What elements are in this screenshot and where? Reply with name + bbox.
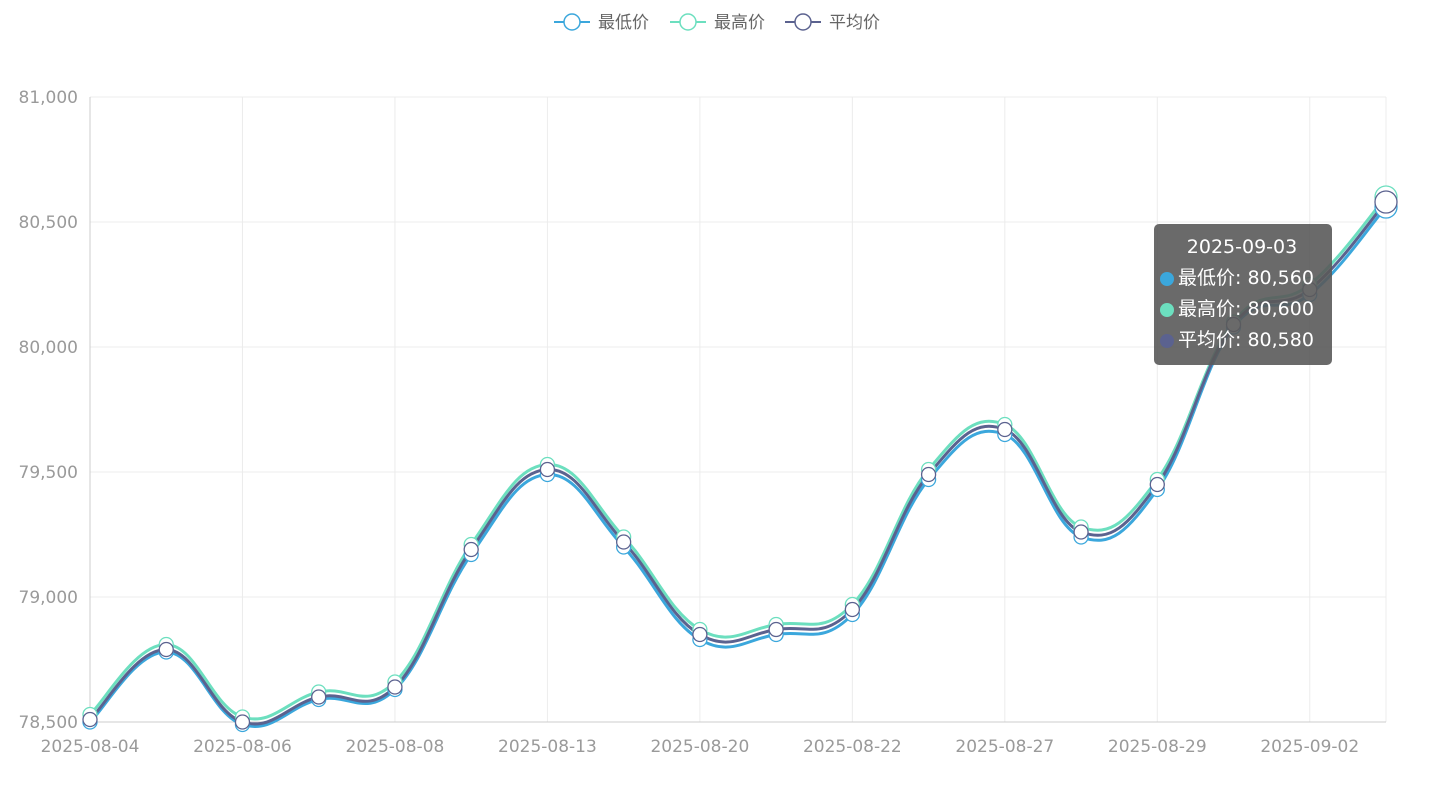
avg-point[interactable] bbox=[463, 541, 479, 558]
x-axis: 2025-08-04 2025-08-06 2025-08-08 2025-08-13… bbox=[41, 721, 1386, 757]
avg-point[interactable] bbox=[311, 689, 327, 705]
tooltip-low-name: 最低价 bbox=[1178, 267, 1236, 289]
tooltip-avg-name: 平均价 bbox=[1178, 329, 1236, 351]
x-tick-label: 2025-08-29 bbox=[1108, 737, 1207, 757]
avg-point[interactable] bbox=[1149, 476, 1165, 493]
y-tick-label: 79,000 bbox=[19, 588, 78, 608]
legend-label: 最高价 bbox=[714, 13, 765, 33]
y-tick-label: 81,000 bbox=[19, 88, 78, 108]
avg-point[interactable] bbox=[844, 601, 861, 618]
avg-point[interactable] bbox=[692, 626, 708, 643]
legend-circle-icon bbox=[679, 13, 697, 31]
legend-item[interactable]: 最高价 bbox=[670, 13, 765, 33]
x-tick-label: 2025-08-06 bbox=[193, 737, 292, 757]
y-tick-label: 80,000 bbox=[19, 338, 78, 358]
x-tick-label: 2025-09-02 bbox=[1260, 737, 1359, 757]
x-tick-label: 2025-08-13 bbox=[498, 737, 597, 757]
y-tick-label: 78,500 bbox=[19, 713, 78, 733]
avg-point[interactable] bbox=[539, 461, 556, 478]
x-tick-label: 2025-08-27 bbox=[955, 737, 1054, 757]
tooltip-row-low: 最低价: 80,560 bbox=[1160, 263, 1324, 294]
chart-legend[interactable]: 最低价 最高价 平均价 bbox=[554, 13, 880, 33]
avg-point[interactable] bbox=[1374, 190, 1398, 214]
tooltip-avg-value: 80,580 bbox=[1247, 329, 1314, 351]
tooltip-date: 2025-09-03 bbox=[1186, 236, 1298, 258]
tooltip-high-value: 80,600 bbox=[1247, 298, 1314, 320]
avg-point[interactable] bbox=[387, 679, 403, 695]
tooltip-avg-marker bbox=[1160, 333, 1174, 348]
x-tick-label: 2025-08-04 bbox=[41, 737, 140, 757]
avg-point[interactable] bbox=[1073, 524, 1089, 540]
y-tick-label: 79,500 bbox=[19, 463, 78, 483]
tooltip-low-marker bbox=[1160, 271, 1174, 286]
tooltip-row-avg: 平均价: 80,580 bbox=[1160, 325, 1324, 356]
legend-item[interactable]: 平均价 bbox=[785, 13, 880, 33]
avg-point[interactable] bbox=[997, 421, 1013, 438]
avg-point[interactable] bbox=[615, 534, 632, 550]
chart-grid bbox=[89, 96, 1387, 723]
data-tooltip: 2025-09-03 最低价: 80,560 最高价: 80,600 平均价: … bbox=[1154, 224, 1332, 365]
tooltip-low-value: 80,560 bbox=[1247, 267, 1314, 289]
avg-point[interactable] bbox=[82, 711, 98, 728]
legend-item[interactable]: 最低价 bbox=[554, 13, 649, 33]
tooltip-high-name: 最高价 bbox=[1178, 298, 1236, 320]
y-tick-label: 80,500 bbox=[19, 213, 78, 233]
x-tick-label: 2025-08-08 bbox=[346, 737, 445, 757]
tooltip-row-high: 最高价: 80,600 bbox=[1160, 294, 1324, 325]
legend-circle-icon bbox=[794, 13, 812, 31]
y-axis: 78,500 79,000 79,500 80,000 80,500 81,000 bbox=[19, 88, 91, 733]
avg-point[interactable] bbox=[158, 641, 174, 658]
avg-point[interactable] bbox=[768, 621, 784, 638]
avg-point[interactable] bbox=[920, 466, 937, 483]
x-tick-label: 2025-08-20 bbox=[650, 737, 749, 757]
legend-label: 平均价 bbox=[829, 13, 880, 33]
legend-circle-icon bbox=[563, 13, 581, 31]
avg-point[interactable] bbox=[234, 714, 251, 730]
tooltip-high-marker bbox=[1160, 302, 1174, 317]
legend-label: 最低价 bbox=[598, 13, 649, 33]
x-tick-label: 2025-08-22 bbox=[803, 737, 902, 757]
